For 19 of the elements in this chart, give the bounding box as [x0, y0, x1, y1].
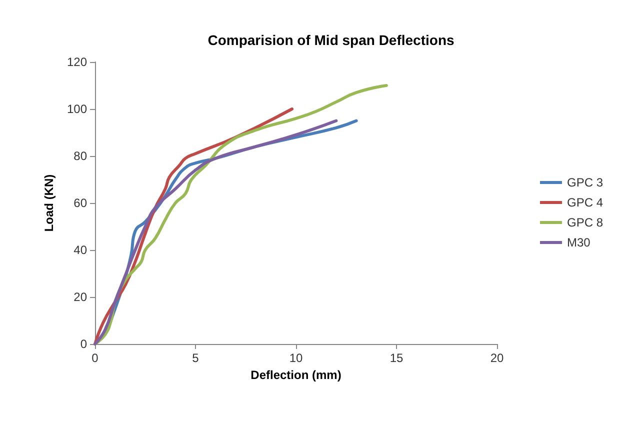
y-tick-label: 0 — [80, 337, 88, 351]
x-axis-title: Deflection (mm) — [250, 368, 342, 382]
y-tick-label: 40 — [74, 243, 88, 257]
legend-label: GPC 4 — [566, 196, 604, 210]
x-tick-label: 15 — [390, 351, 404, 365]
y-axis-title: Load (KN) — [42, 174, 56, 232]
legend-label: M30 — [566, 236, 591, 250]
x-tick-label: 20 — [490, 351, 504, 365]
chart-title: Comparision of Mid span Deflections — [208, 32, 454, 48]
x-tick-label: 5 — [192, 351, 200, 365]
x-tick-label: 0 — [92, 351, 99, 365]
x-tick-label: 10 — [289, 351, 303, 365]
y-tick-label: 120 — [66, 55, 88, 69]
y-tick-label: 60 — [74, 196, 88, 210]
y-tick-label: 100 — [66, 102, 88, 116]
legend-label: GPC 3 — [566, 176, 604, 190]
legend-label: GPC 8 — [566, 216, 604, 230]
y-tick-label: 80 — [74, 149, 88, 163]
y-tick-label: 20 — [74, 290, 88, 304]
